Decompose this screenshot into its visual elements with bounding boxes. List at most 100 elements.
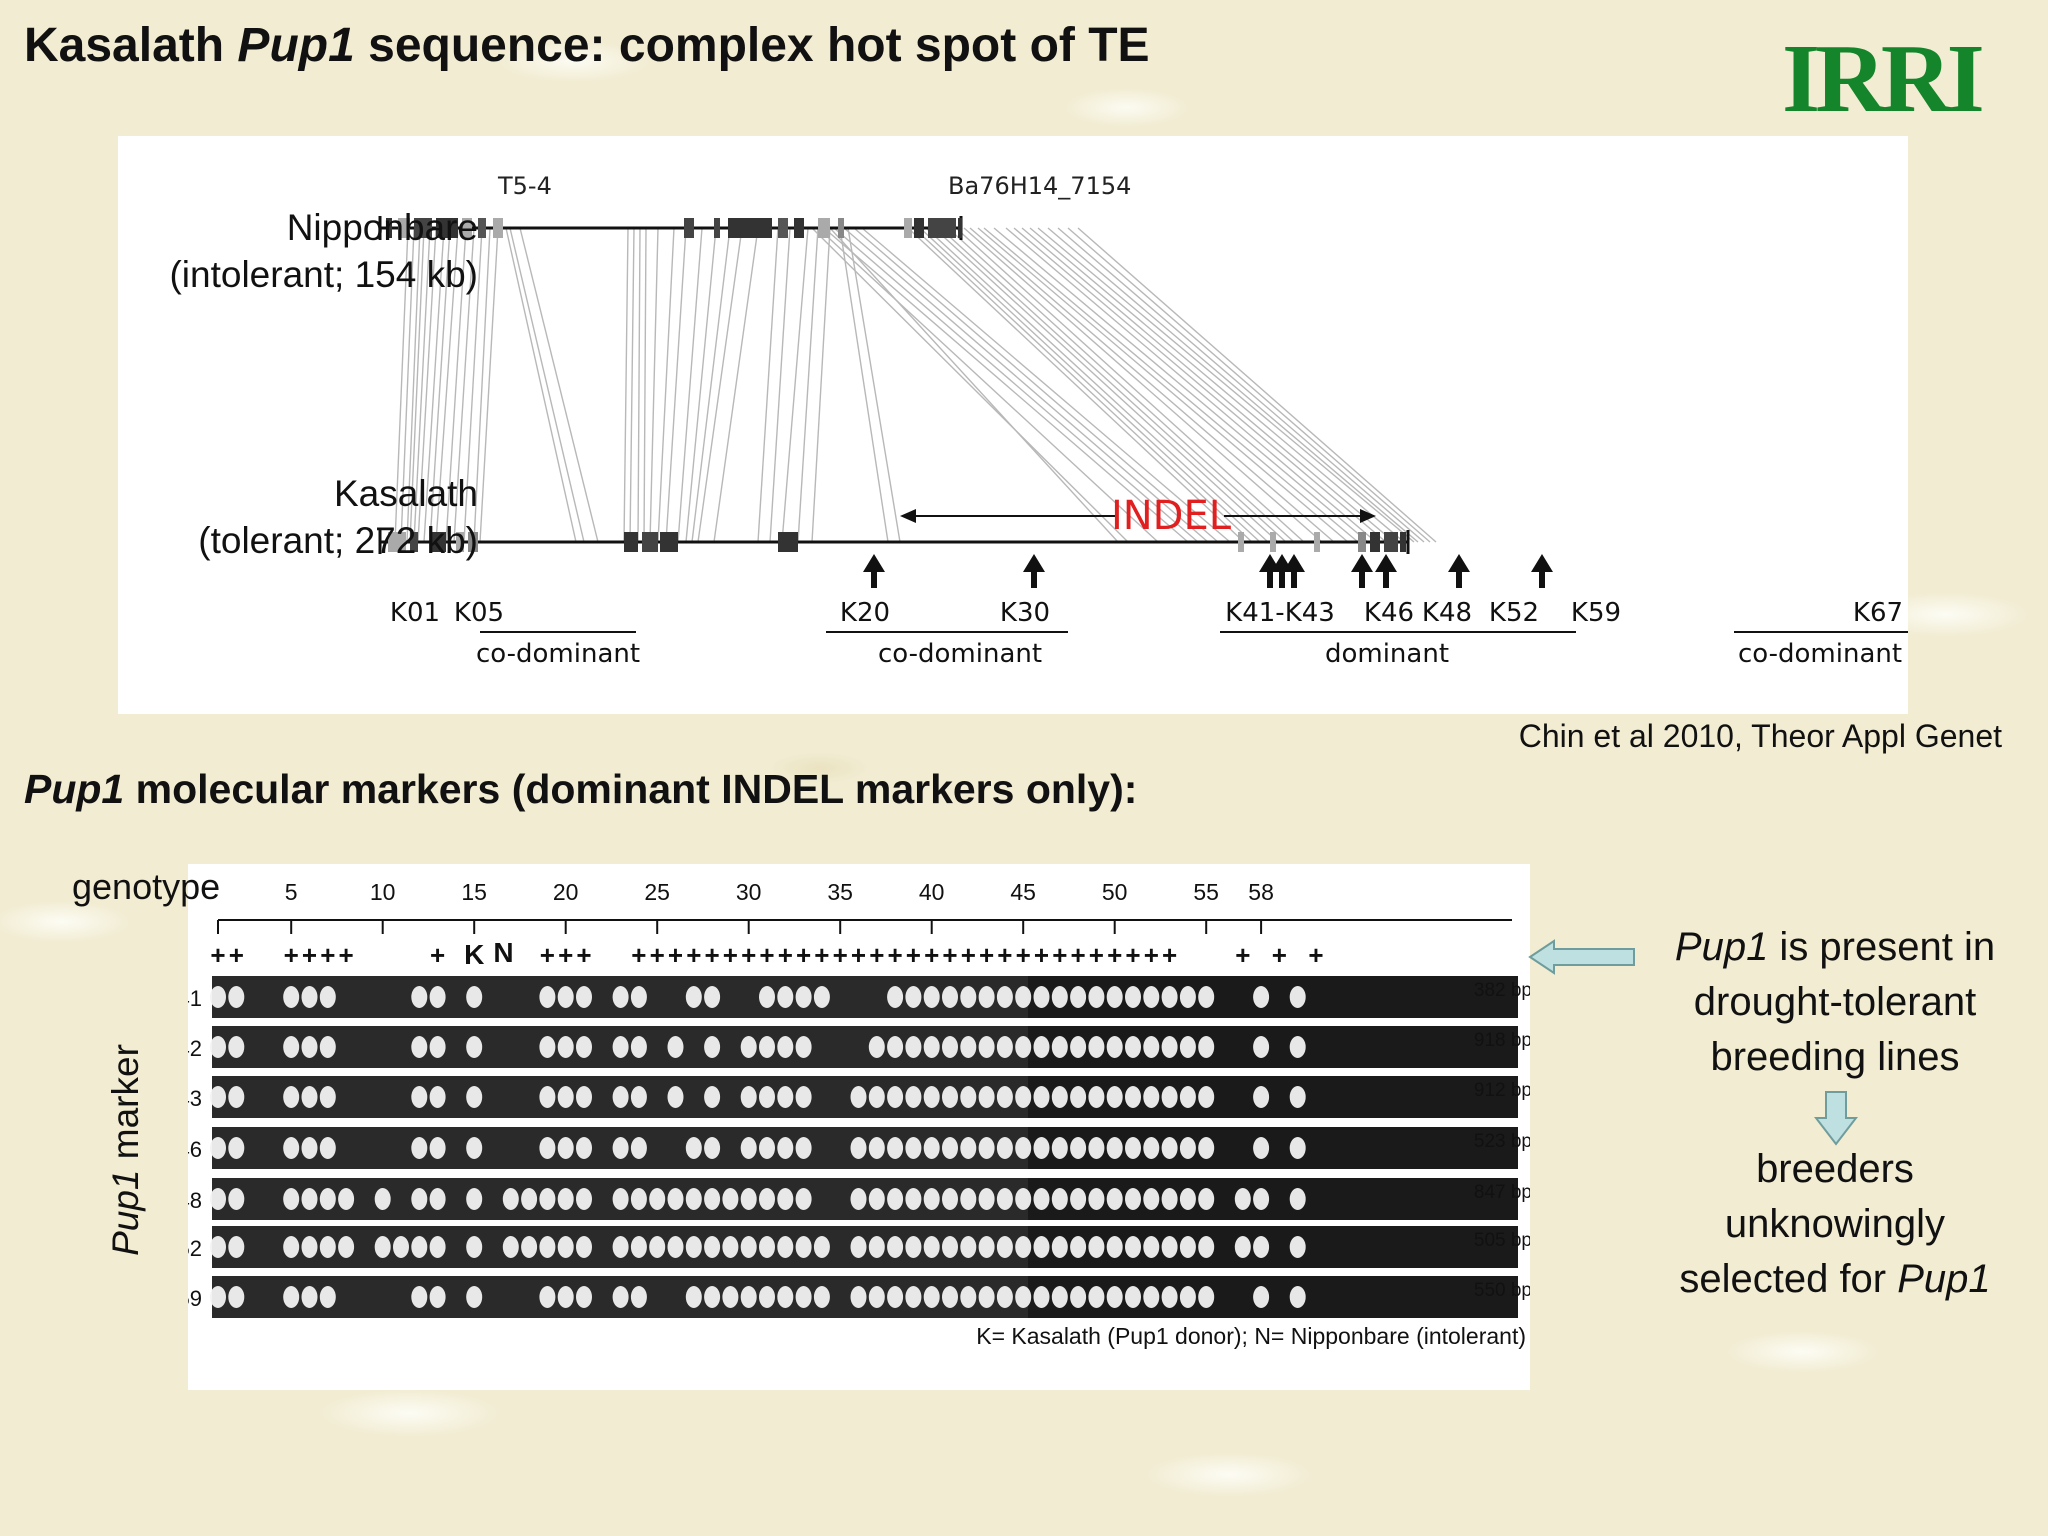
gel-band bbox=[1198, 1188, 1215, 1210]
gel-band bbox=[1289, 1286, 1306, 1308]
gel-band bbox=[429, 1236, 446, 1258]
gel-band bbox=[1289, 1188, 1306, 1210]
gel-band bbox=[411, 1236, 428, 1258]
kasalath-sequence-block bbox=[1400, 532, 1406, 552]
presence-plus-sign: + bbox=[302, 940, 317, 970]
side-note-line-2: drought-tolerant bbox=[1693, 980, 1977, 1024]
nipponbare-sequence-block bbox=[794, 218, 804, 238]
gel-band bbox=[960, 1137, 977, 1159]
gel-band bbox=[1253, 1188, 1270, 1210]
marker-row-label-k52: K52 bbox=[188, 1236, 202, 1261]
gel-svg: 5 10 15 20 25 30 35 40 45 50 55 58+ + + + + + + + + + + + + + + + +… bbox=[188, 879, 1530, 1349]
gel-band bbox=[466, 1286, 483, 1308]
gel-band bbox=[1015, 1137, 1032, 1159]
alignment-connector bbox=[429, 227, 451, 543]
presence-plus-sign: + bbox=[906, 940, 921, 970]
gel-band bbox=[1033, 1236, 1050, 1258]
side-note-top: Pup1 is present in drought-tolerant bree… bbox=[1640, 920, 2030, 1085]
side-note-line-5: unknowingly bbox=[1724, 1202, 1946, 1246]
nipponbare-label: Nipponbare (intolerant; 154 kb) bbox=[118, 204, 478, 298]
nipponbare-sequence-block bbox=[493, 218, 503, 238]
alignment-connector bbox=[445, 227, 467, 543]
gel-band bbox=[905, 1086, 922, 1108]
presence-plus-sign: + bbox=[869, 940, 884, 970]
band-size-label: 382 bp bbox=[1474, 980, 1530, 1001]
marker-arrow-head bbox=[863, 554, 885, 572]
gel-band bbox=[1143, 1137, 1160, 1159]
gel-band bbox=[1143, 1286, 1160, 1308]
presence-plus-sign: + bbox=[997, 940, 1012, 970]
gel-band bbox=[466, 1236, 483, 1258]
gel-band bbox=[942, 1236, 958, 1258]
genotype-tick-label-35: 35 bbox=[827, 879, 853, 905]
gel-band bbox=[777, 1086, 794, 1108]
alignment-connector bbox=[473, 227, 491, 543]
gel-band bbox=[301, 986, 318, 1008]
nipponbare-sequence-block bbox=[914, 218, 924, 238]
presence-plus-sign: + bbox=[210, 940, 225, 970]
presence-plus-sign: + bbox=[650, 940, 665, 970]
kasalath-sequence-block bbox=[1370, 532, 1380, 552]
side-note-line-6-plain: selected for bbox=[1679, 1257, 1898, 1301]
gel-band bbox=[283, 986, 300, 1008]
band-size-label: 550 bp bbox=[1474, 1280, 1530, 1301]
gel-band bbox=[338, 1236, 355, 1258]
marker-label-k41-k43: K41-K43 bbox=[1225, 598, 1335, 628]
gel-band bbox=[228, 1137, 245, 1159]
gel-band bbox=[740, 1286, 757, 1308]
alignment-connector bbox=[977, 227, 1349, 543]
gel-band bbox=[905, 1036, 922, 1058]
presence-plus-sign: + bbox=[1235, 940, 1250, 970]
kasalath-sequence-block bbox=[642, 532, 658, 552]
alignment-connector bbox=[913, 227, 1253, 543]
presence-plus-sign: + bbox=[558, 940, 573, 970]
gel-band bbox=[1143, 986, 1160, 1008]
alignment-connector bbox=[861, 227, 1231, 543]
gel-band bbox=[338, 1188, 355, 1210]
side-note-pup1: Pup1 bbox=[1674, 925, 1769, 969]
gel-band bbox=[502, 1188, 519, 1210]
gel-band bbox=[1234, 1236, 1251, 1258]
gel-band bbox=[612, 986, 629, 1008]
gel-band bbox=[868, 1236, 885, 1258]
gel-band bbox=[630, 1036, 647, 1058]
gel-band bbox=[759, 1188, 775, 1210]
gel-band bbox=[539, 1086, 556, 1108]
band-size-label: 523 bp bbox=[1474, 1131, 1530, 1152]
nipponbare-sequence-block bbox=[778, 218, 788, 238]
gel-band bbox=[1015, 1286, 1032, 1308]
gel-band bbox=[960, 1236, 977, 1258]
gel-band bbox=[978, 1188, 995, 1210]
marker-label-k05: K05 bbox=[454, 598, 504, 628]
gel-band bbox=[960, 1188, 977, 1210]
gel-band bbox=[1106, 1036, 1123, 1058]
markers-heading: Pup1 molecular markers (dominant INDEL m… bbox=[24, 766, 1137, 813]
gel-band bbox=[466, 1086, 483, 1108]
kasalath-sequence-block bbox=[1384, 532, 1398, 552]
gel-band bbox=[704, 1236, 721, 1258]
gel-band bbox=[630, 1236, 647, 1258]
gel-band bbox=[1198, 1086, 1215, 1108]
gel-band bbox=[1125, 1036, 1141, 1058]
band-size-label: 912 bp bbox=[1474, 1080, 1530, 1101]
side-note-line-1: Pup1 is present in bbox=[1640, 920, 2030, 975]
gel-band bbox=[1088, 1086, 1105, 1108]
gel-band bbox=[612, 1086, 629, 1108]
gel-band bbox=[411, 1086, 428, 1108]
marker-row-label-k43: K43 bbox=[188, 1086, 202, 1111]
gel-band bbox=[374, 1188, 391, 1210]
gel-band bbox=[996, 1137, 1013, 1159]
gel-band bbox=[1289, 1236, 1306, 1258]
presence-plus-sign: + bbox=[576, 940, 591, 970]
title-part-3: sequence: complex hot spot of TE bbox=[354, 19, 1150, 72]
side-note-line-3: breeding lines bbox=[1710, 1035, 1960, 1079]
title-part-2: Pup1 bbox=[237, 19, 355, 72]
gel-band bbox=[704, 1137, 721, 1159]
genotype-tick-label-55: 55 bbox=[1193, 879, 1219, 905]
alignment-connector bbox=[983, 227, 1359, 543]
side-note-bottom: breeders unknowingly selected for Pup1 bbox=[1640, 1142, 2030, 1307]
gel-band bbox=[429, 986, 446, 1008]
kasalath-sequence-block bbox=[1358, 532, 1366, 552]
gel-band bbox=[777, 1036, 794, 1058]
marker-arrow-head bbox=[1351, 554, 1373, 572]
